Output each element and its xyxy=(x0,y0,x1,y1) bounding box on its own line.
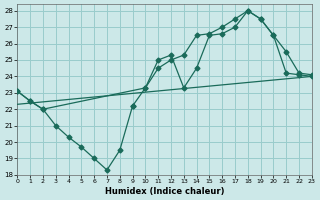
X-axis label: Humidex (Indice chaleur): Humidex (Indice chaleur) xyxy=(105,187,224,196)
